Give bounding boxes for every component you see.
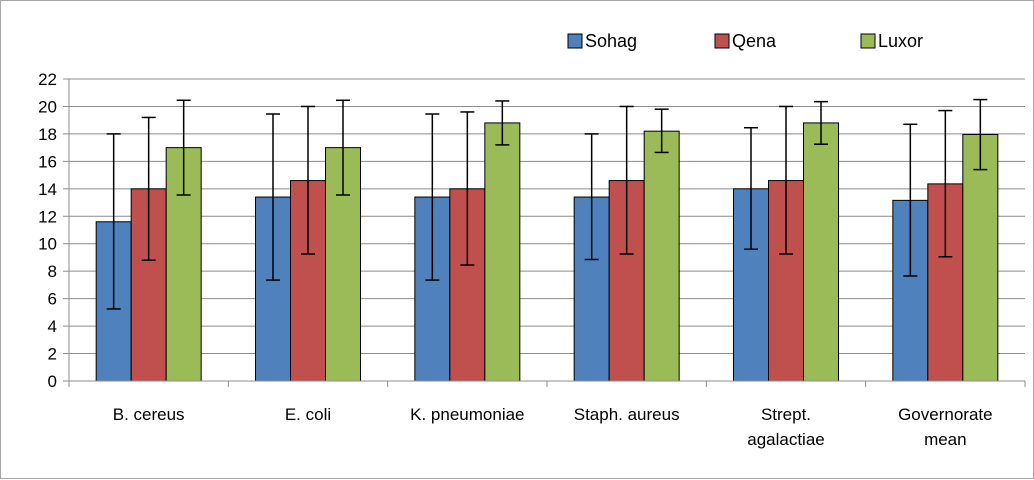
y-tick-label: 10 [38,235,57,254]
error-bar-luxor [973,98,988,171]
y-tick-label: 16 [38,152,57,171]
legend-label: Qena [732,31,777,51]
y-tick-label: 6 [48,290,57,309]
error-bar-qena [779,105,793,255]
error-bar-sohag [425,113,440,281]
y-tick-label: 22 [38,70,57,89]
x-category-label: Governorate mean [898,405,993,449]
bar-luxor [962,133,999,382]
x-category-labels: B. cereus E. coli K. pneumoniae Staph. aure… [113,405,993,449]
legend-swatch [860,33,876,49]
bar-luxor [803,122,839,382]
error-bar-sohag [106,133,121,310]
error-bar-sohag [744,126,758,250]
y-tick-label: 2 [48,345,57,364]
bar-luxor [484,122,521,382]
error-bar-qena [619,105,634,255]
error-bar-sohag [903,123,918,277]
x-category-label: E. coli [285,405,331,424]
x-category-label: Staph. aureus [574,405,680,424]
legend-item-sohag: Sohag [567,31,637,51]
legend-label: Sohag [585,31,637,51]
gridlines [69,78,1025,355]
legend-item-qena: Qena [714,31,777,51]
y-tick-label: 14 [38,180,57,199]
x-category-label: B. cereus [113,405,185,424]
error-bar-qena [301,105,315,255]
error-bar-luxor [336,99,350,196]
x-category-label: Strept. agalactiae [747,405,825,449]
legend-label: Luxor [878,31,923,51]
y-tick-labels: 0 2 4 6 8 10 12 14 16 18 20 22 [38,70,57,391]
error-bar-luxor [814,100,828,145]
error-bar-luxor [495,100,510,146]
error-bar-sohag [266,113,280,281]
error-bar-luxor [176,99,191,196]
error-bar-sohag [584,133,599,261]
error-bar-luxor [654,108,669,154]
x-category-label: K. pneumoniae [410,405,524,424]
error-bar-qena [938,109,953,258]
legend-swatch [714,33,730,49]
y-tick-label: 4 [48,317,57,336]
y-tick-label: 20 [38,97,57,116]
y-tick-label: 0 [48,372,57,391]
axes [63,78,1026,387]
y-tick-label: 8 [48,262,57,281]
legend-item-luxor: Luxor [860,31,923,51]
legend: Sohag Qena Luxor [567,31,923,51]
error-bars [106,98,988,310]
error-bar-qena [460,111,475,266]
y-tick-label: 18 [38,125,57,144]
error-bar-qena [141,116,156,261]
bar-luxor [643,130,680,382]
legend-swatch [567,33,583,49]
y-tick-label: 12 [38,207,57,226]
